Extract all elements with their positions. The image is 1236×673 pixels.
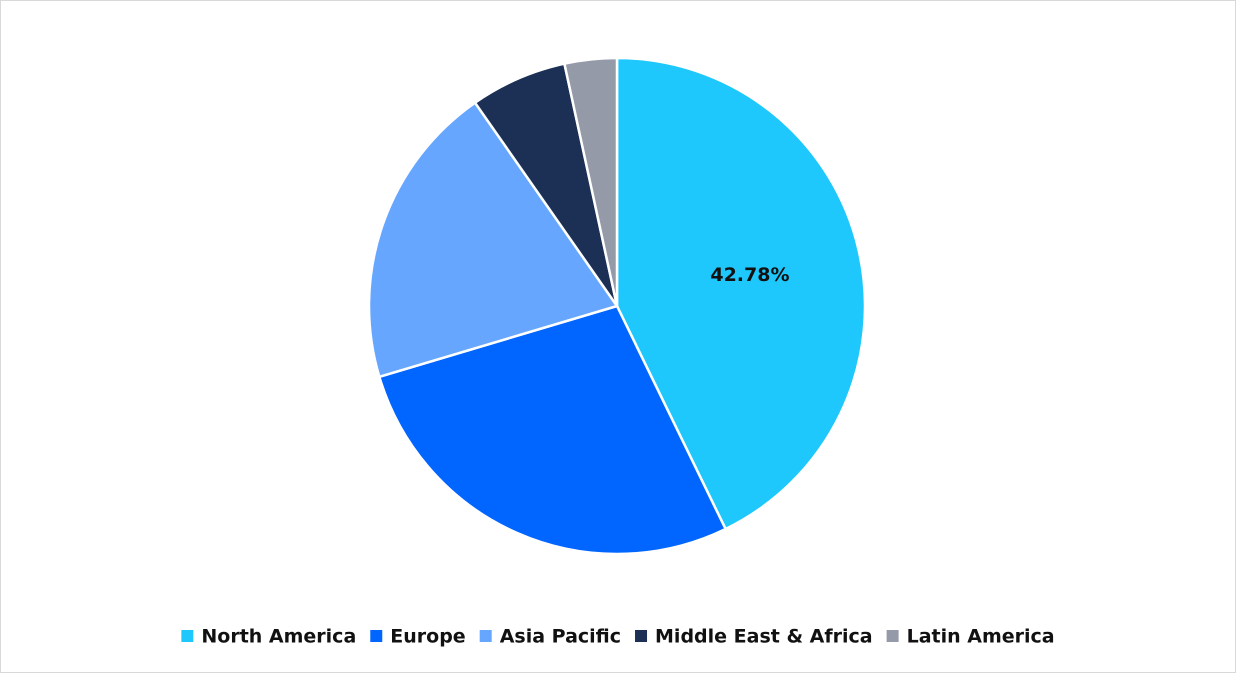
legend-swatch — [370, 630, 383, 642]
legend-swatch — [479, 630, 492, 642]
legend: North America Europe Asia Pacific Middle Ea… — [181, 626, 1055, 648]
legend-label: Europe — [390, 626, 465, 648]
legend-swatch — [635, 630, 648, 642]
pie-slice — [562, 56, 619, 307]
pie-slice — [367, 100, 620, 379]
pie-slice — [615, 56, 867, 531]
legend-label: Asia Pacific — [500, 626, 621, 648]
legend-label: Middle East & Africa — [655, 626, 873, 648]
data-label: 42.78% — [710, 264, 789, 286]
pie-slice — [377, 304, 728, 556]
legend-label: Latin America — [907, 626, 1055, 648]
legend-swatch — [886, 630, 899, 642]
legend-swatch — [181, 630, 194, 642]
legend-label: North America — [201, 626, 356, 648]
